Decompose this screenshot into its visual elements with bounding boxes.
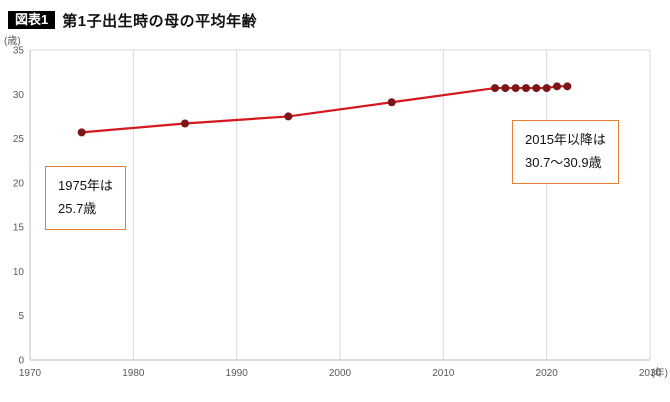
annotation-2015-line1: 2015年以降は bbox=[525, 132, 606, 147]
svg-text:10: 10 bbox=[13, 267, 25, 278]
page-title: 第1子出生時の母の平均年齢 bbox=[62, 12, 258, 30]
svg-text:1970: 1970 bbox=[19, 368, 42, 379]
chart-area: (歳) 1970 1980 1990 2000 2010 2020 2030 0 5 10 15 20… bbox=[0, 36, 670, 400]
svg-text:15: 15 bbox=[13, 223, 25, 234]
svg-text:1980: 1980 bbox=[122, 368, 145, 379]
svg-text:1990: 1990 bbox=[226, 368, 249, 379]
annotation-2015-line2: 30.7〜30.9歳 bbox=[525, 154, 602, 170]
svg-text:5: 5 bbox=[18, 311, 24, 322]
annotation-1975: 1975年は 25.7歳 bbox=[45, 166, 126, 230]
y-axis-unit-label: (歳) bbox=[4, 36, 21, 47]
svg-text:2030: 2030 bbox=[639, 368, 662, 379]
svg-text:30: 30 bbox=[13, 90, 25, 101]
svg-text:2020: 2020 bbox=[536, 368, 559, 379]
annotation-1975-line1: 1975年は bbox=[58, 178, 113, 193]
svg-text:25: 25 bbox=[13, 134, 25, 145]
figure-badge: 図表1 bbox=[8, 11, 56, 29]
chart-header: 図表1 第1子出生時の母の平均年齢 bbox=[0, 0, 670, 34]
annotation-1975-line2: 25.7歳 bbox=[58, 200, 97, 216]
svg-text:2010: 2010 bbox=[432, 368, 455, 379]
line-chart: 1970 1980 1990 2000 2010 2020 2030 0 5 10 15 20 25 30… bbox=[13, 46, 662, 380]
svg-text:0: 0 bbox=[18, 356, 24, 367]
svg-text:35: 35 bbox=[13, 46, 25, 57]
x-axis-unit-label: (年) bbox=[651, 368, 668, 379]
svg-text:2000: 2000 bbox=[329, 368, 352, 379]
annotation-2015: 2015年以降は 30.7〜30.9歳 bbox=[512, 120, 619, 184]
svg-text:20: 20 bbox=[13, 178, 25, 189]
